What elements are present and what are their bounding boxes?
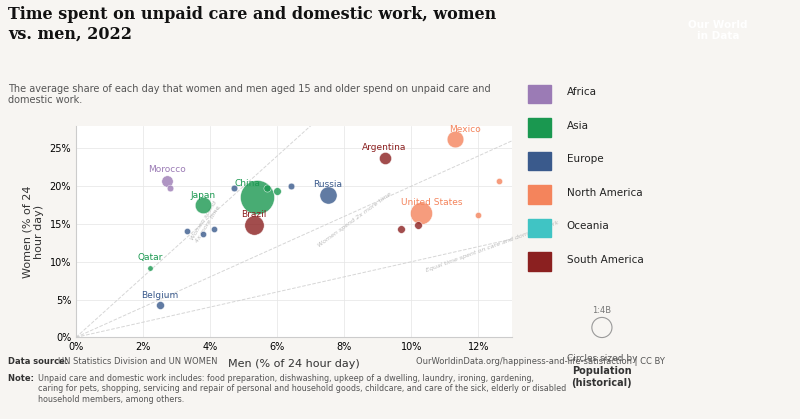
Text: Our World
in Data: Our World in Data xyxy=(688,20,748,41)
Text: UN Statistics Division and UN WOMEN: UN Statistics Division and UN WOMEN xyxy=(58,357,218,366)
Point xyxy=(378,155,391,162)
Point xyxy=(492,178,505,184)
Text: Russia: Russia xyxy=(313,180,342,189)
Text: Belgium: Belgium xyxy=(142,290,178,300)
Text: China: China xyxy=(234,179,260,189)
Text: Population
(historical): Population (historical) xyxy=(572,367,632,388)
Text: Europe: Europe xyxy=(566,154,603,164)
Point xyxy=(143,264,156,271)
Point xyxy=(207,226,220,233)
Text: Equal time spent on care and domestic work: Equal time spent on care and domestic wo… xyxy=(425,220,559,273)
Text: Mexico: Mexico xyxy=(449,125,481,134)
X-axis label: Men (% of 24 hour day): Men (% of 24 hour day) xyxy=(228,359,360,369)
Text: Data source:: Data source: xyxy=(8,357,71,366)
Point xyxy=(160,178,173,184)
Point xyxy=(247,222,260,229)
Y-axis label: Women (% of 24
hour day): Women (% of 24 hour day) xyxy=(22,185,44,278)
Bar xyxy=(528,85,551,103)
Point xyxy=(271,187,284,194)
Point xyxy=(197,202,210,208)
Text: Oceania: Oceania xyxy=(566,221,610,231)
Point xyxy=(284,183,297,189)
Text: OurWorldinData.org/happiness-and-life-satisfaction | CC BY: OurWorldinData.org/happiness-and-life-sa… xyxy=(416,357,665,366)
Point xyxy=(449,136,462,142)
Point xyxy=(250,194,263,201)
Text: Argentina: Argentina xyxy=(362,143,406,152)
Bar xyxy=(528,118,551,137)
Point xyxy=(180,228,193,235)
Point xyxy=(472,212,485,218)
Text: Japan: Japan xyxy=(191,191,216,200)
Point xyxy=(154,301,166,308)
Point xyxy=(227,184,240,191)
Point xyxy=(415,209,428,216)
Text: Women spend
4x more time: Women spend 4x more time xyxy=(190,199,223,243)
Text: North America: North America xyxy=(566,188,642,198)
Text: Brazil: Brazil xyxy=(241,210,266,220)
Text: 1:4B: 1:4B xyxy=(592,306,611,315)
Text: Note:: Note: xyxy=(8,374,37,383)
Bar xyxy=(528,152,551,170)
Text: Unpaid care and domestic work includes: food preparation, dishwashing, upkeep of: Unpaid care and domestic work includes: … xyxy=(38,374,566,403)
Point xyxy=(261,184,274,191)
Point xyxy=(412,222,425,229)
Text: The average share of each day that women and men aged 15 and older spend on unpa: The average share of each day that women… xyxy=(8,84,490,106)
Point xyxy=(163,185,176,192)
Text: Time spent on unpaid care and domestic work, women
vs. men, 2022: Time spent on unpaid care and domestic w… xyxy=(8,6,496,43)
Text: Asia: Asia xyxy=(566,121,589,131)
Point xyxy=(395,226,408,233)
Text: Qatar: Qatar xyxy=(137,253,162,262)
Bar xyxy=(528,252,551,271)
Text: Morocco: Morocco xyxy=(148,165,186,174)
Text: South America: South America xyxy=(566,255,643,265)
Text: Africa: Africa xyxy=(566,87,597,97)
Text: Women spend 2x more time: Women spend 2x more time xyxy=(318,191,393,248)
Text: Circles sized by: Circles sized by xyxy=(566,354,637,363)
Text: United States: United States xyxy=(401,198,462,207)
Point xyxy=(197,230,210,237)
Bar xyxy=(528,185,551,204)
Bar xyxy=(528,219,551,237)
Point xyxy=(321,192,334,199)
